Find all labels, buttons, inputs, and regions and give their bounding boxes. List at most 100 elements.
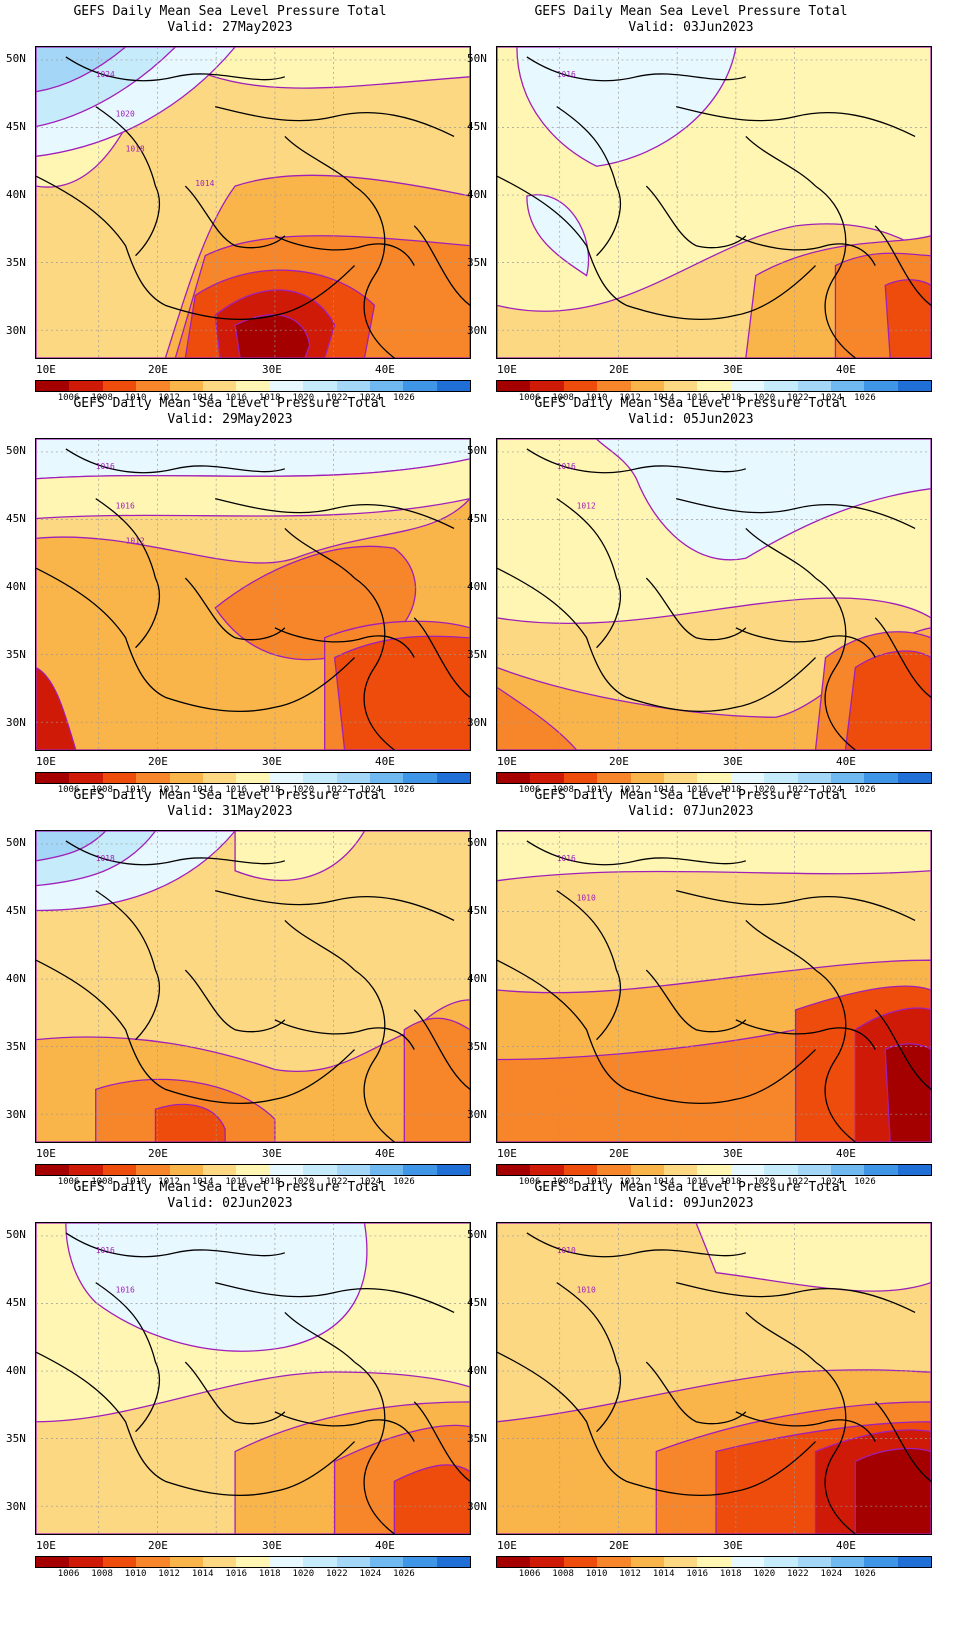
colorbar-swatch [102, 381, 137, 391]
map-svg: 1016 [497, 47, 931, 358]
colorbar-tick-label: 1012 [619, 785, 641, 795]
colorbar-tick-label: 1022 [326, 785, 348, 795]
colorbar-swatch [102, 1165, 137, 1175]
colorbar-swatch [36, 1557, 70, 1567]
colorbar-swatch [436, 773, 471, 783]
colorbar-tick-label: 1008 [552, 785, 574, 795]
pressure-band [884, 279, 931, 358]
coastline-border [354, 1361, 395, 1534]
colorbar [35, 772, 471, 784]
contour-label: 1012 [126, 536, 145, 545]
colorbar-tick-label: 1024 [820, 1569, 843, 1579]
colorbar-tick-label: 1022 [787, 785, 809, 795]
colorbar-swatch [797, 381, 831, 391]
colorbar-tick-label: 1024 [820, 1177, 843, 1187]
coastline-border [874, 1401, 931, 1482]
colorbar-swatch [864, 1165, 898, 1175]
contour-label: 1016 [557, 854, 576, 863]
coastline-border [676, 1281, 916, 1314]
lon-tick-label: 20E [609, 755, 629, 768]
panel-valid-date: Valid: 05Jun2023 [628, 412, 754, 427]
coastline-border [184, 185, 286, 249]
panel-title: GEFS Daily Mean Sea Level Pressure Total [534, 396, 848, 411]
coastline-border [745, 919, 816, 971]
coastline-border [645, 577, 747, 641]
contour-label: 1010 [557, 1246, 576, 1255]
colorbar-tick-label: 1012 [158, 785, 180, 795]
contour-label: 1016 [557, 70, 576, 79]
lat-tick-label: 40N [467, 188, 487, 201]
colorbar-swatch [369, 381, 404, 391]
coastline-border [676, 105, 916, 138]
coastline-border [413, 1401, 470, 1482]
coastline-border [874, 617, 931, 698]
colorbar-swatch [236, 381, 270, 391]
coastline-border [95, 1282, 160, 1433]
lon-tick-label: 30E [262, 363, 282, 376]
coastline-border [65, 1232, 286, 1258]
colorbar [496, 1164, 932, 1176]
colorbar-swatch [169, 773, 203, 783]
colorbar-swatch [597, 1165, 631, 1175]
colorbar-tick-label: 1022 [787, 1569, 809, 1579]
colorbar-tick-label: 1014 [652, 1569, 675, 1579]
contour-label: 1018 [126, 144, 145, 153]
colorbar-swatch [563, 1557, 598, 1567]
colorbar-swatch [369, 1557, 404, 1567]
colorbar-swatch [403, 1557, 437, 1567]
pressure-band [403, 1017, 470, 1142]
lon-tick-label: 10E [497, 1539, 517, 1552]
colorbar [496, 772, 932, 784]
lat-tick-label: 50N [467, 1228, 487, 1241]
colorbar-swatch [102, 1557, 137, 1567]
lat-tick-label: 45N [6, 120, 26, 133]
pressure-band [844, 650, 931, 750]
pressure-map: 1016 1010 [496, 830, 932, 1143]
contour-label: 1016 [116, 502, 135, 511]
colorbar-tick-label: 1024 [820, 393, 843, 403]
pressure-map: 1016 1016 1012 [35, 438, 471, 751]
lat-tick-label: 35N [6, 256, 26, 269]
colorbar-tick-label: 1010 [124, 1177, 147, 1187]
colorbar-tick-label: 1016 [225, 785, 248, 795]
colorbar-swatch [69, 773, 103, 783]
colorbar-tick-label: 1022 [326, 393, 348, 403]
colorbar-swatch [102, 773, 137, 783]
colorbar-swatch [897, 1557, 932, 1567]
contour-label: 1016 [96, 462, 115, 471]
panel-valid-date: Valid: 29May2023 [167, 412, 293, 427]
pressure-band [36, 831, 107, 862]
colorbar-tick-label: 1012 [158, 1569, 180, 1579]
coastline-border [274, 1411, 415, 1442]
coastline-border [745, 135, 816, 187]
coastline-border [215, 1281, 455, 1314]
colorbar-swatch [436, 381, 471, 391]
colorbar [496, 1556, 932, 1568]
colorbar-tick-label: 1026 [393, 1177, 415, 1187]
panel-valid-date: Valid: 27May2023 [167, 20, 293, 35]
pressure-band [36, 47, 127, 93]
lat-tick-label: 50N [467, 52, 487, 65]
colorbar-swatch [530, 381, 564, 391]
colorbar-swatch [663, 1557, 698, 1567]
colorbar-labels: 1006 1008 1010 1012 1014 1016 1018 1020 1022 1024… [35, 393, 471, 405]
map-panel: GEFS Daily Mean Sea Level Pressure Total… [0, 784, 471, 1194]
coastline-border [36, 959, 355, 1105]
coastline-border [874, 225, 931, 306]
pressure-band [393, 1464, 470, 1534]
colorbar-swatch [303, 1165, 337, 1175]
coastline-border [284, 1311, 355, 1363]
colorbar-tick-label: 1006 [518, 1177, 541, 1187]
colorbar-tick-label: 1016 [686, 1177, 709, 1187]
contour-label: 1010 [577, 894, 596, 903]
colorbar-labels: 1006 1008 1010 1012 1014 1016 1018 1020 1022 1024… [496, 1177, 932, 1189]
coastline-border [497, 175, 816, 321]
coastline-border [184, 969, 286, 1033]
colorbar-tick-label: 1010 [585, 785, 608, 795]
colorbar-swatch [563, 381, 598, 391]
lon-tick-label: 20E [148, 755, 168, 768]
colorbar-swatch [336, 773, 370, 783]
colorbar-swatch [697, 773, 731, 783]
panel-valid-date: Valid: 07Jun2023 [628, 804, 754, 819]
map-panel: GEFS Daily Mean Sea Level Pressure Total… [0, 392, 471, 802]
